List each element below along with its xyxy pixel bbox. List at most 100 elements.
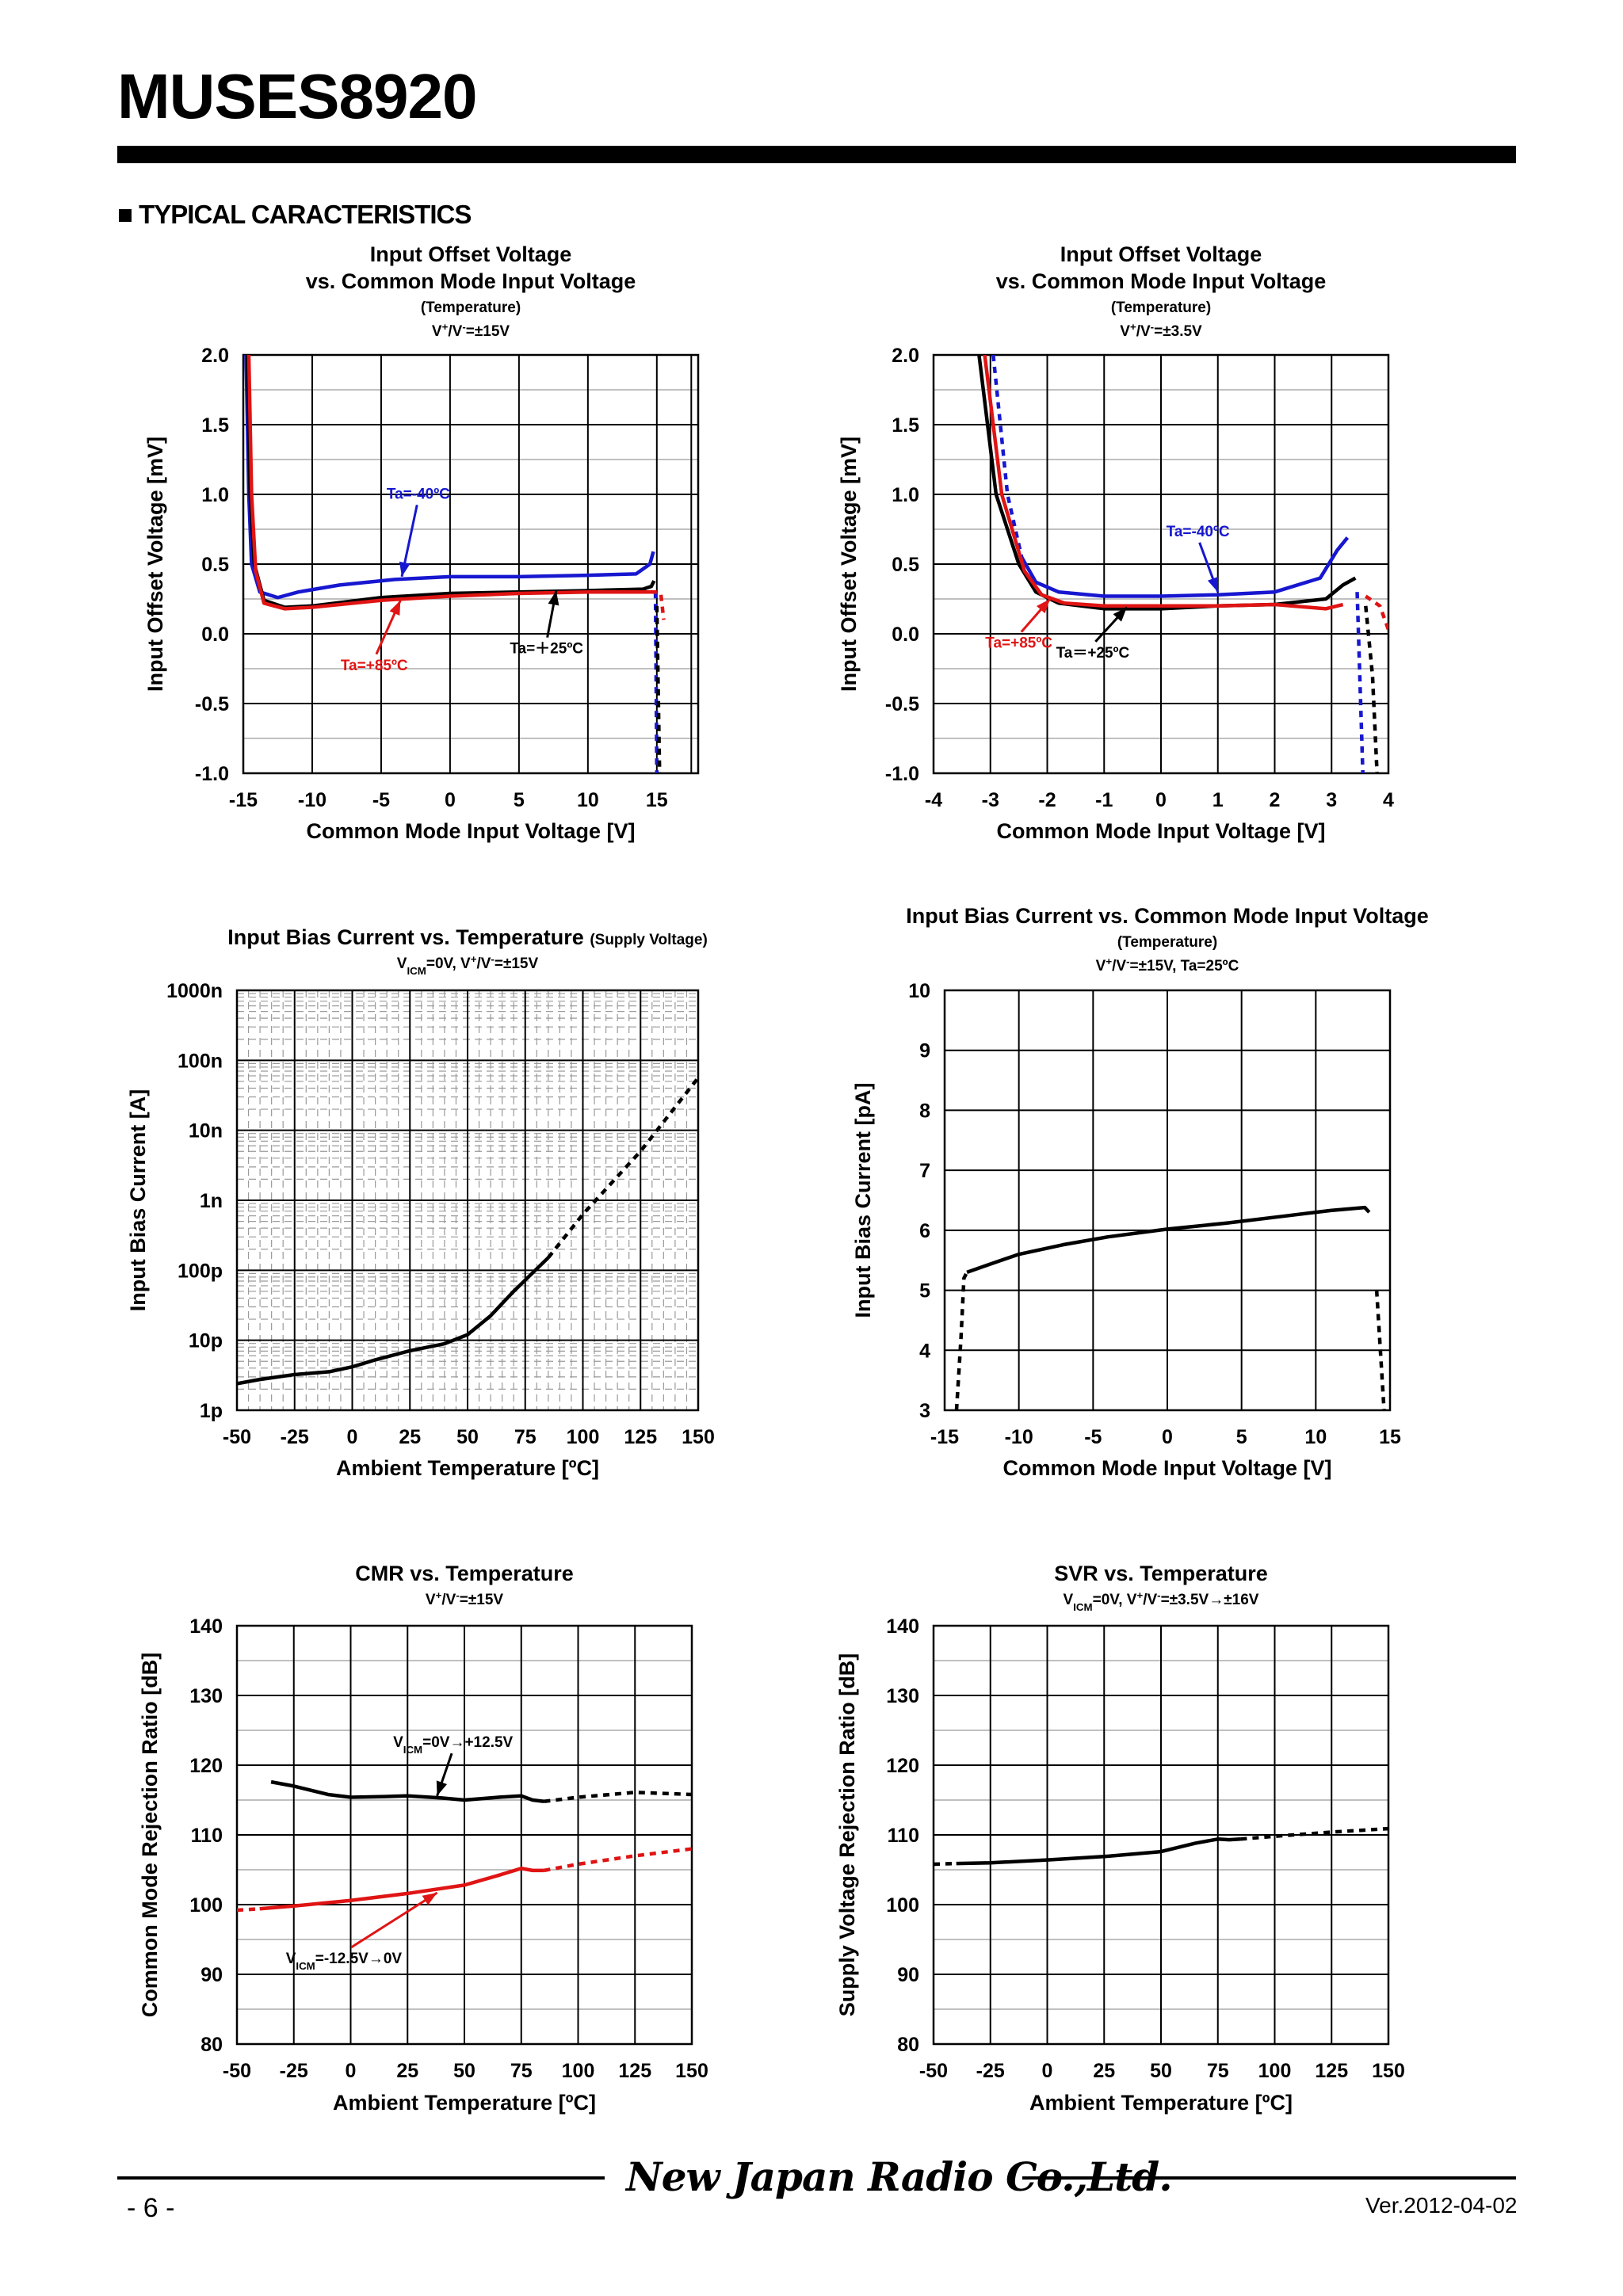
x-tick-label: 1 bbox=[1212, 789, 1224, 811]
series-line bbox=[244, 355, 655, 600]
y-tick-label: 1.5 bbox=[201, 414, 229, 437]
y-tick-label: -1.0 bbox=[885, 763, 919, 785]
series-line bbox=[1355, 592, 1365, 773]
series-group bbox=[954, 1205, 1386, 1410]
plot-frame bbox=[932, 1624, 1390, 2046]
x-tick-label: 5 bbox=[1236, 1426, 1247, 1448]
minor-grid bbox=[243, 389, 698, 739]
y-axis-label: Input Offset Voltage [mV] bbox=[837, 437, 861, 692]
y-tick-label: 100p bbox=[178, 1260, 223, 1282]
y-tick-label: 80 bbox=[897, 2034, 919, 2056]
major-grid bbox=[236, 1625, 693, 2045]
x-tick-label: -25 bbox=[976, 2060, 1005, 2082]
y-tick-label: 10 bbox=[908, 980, 930, 1002]
y-tick-label: 100n bbox=[178, 1050, 223, 1072]
x-tick-label: 125 bbox=[624, 1426, 657, 1448]
x-axis-label: Common Mode Input Voltage [V] bbox=[307, 819, 636, 843]
series-line bbox=[1365, 594, 1388, 631]
y-tick-label: 90 bbox=[200, 1964, 223, 1986]
y-tick-label: 6 bbox=[919, 1220, 930, 1242]
x-tick-label: -4 bbox=[925, 789, 942, 811]
annotation-label: Ta＝+25ºC bbox=[1056, 645, 1130, 662]
y-tick-label: 10p bbox=[189, 1330, 223, 1352]
x-tick-label: 50 bbox=[453, 2060, 475, 2082]
y-tick-label: 9 bbox=[919, 1040, 930, 1062]
x-axis-label: Ambient Temperature [ºC] bbox=[333, 2091, 596, 2115]
annotation-label: Ta=+85ºC bbox=[985, 635, 1052, 652]
annotation-arrowhead bbox=[389, 600, 401, 616]
chart-subtitle-temperature: (Temperature) bbox=[421, 299, 521, 316]
page-number: - 6 - bbox=[127, 2193, 175, 2223]
x-tick-label: 0 bbox=[347, 1426, 358, 1448]
y-tick-label: 0.5 bbox=[892, 554, 919, 576]
y-tick-label: 110 bbox=[191, 1825, 223, 1847]
document-title: MUSES8920 bbox=[117, 61, 477, 132]
chart-ib_vcm: -15 -10 -5 0 5 10 15 3 4 5 6 7 8 9 10 Common Mode Input… bbox=[851, 904, 1429, 1480]
annotation-arrowhead bbox=[1036, 599, 1051, 614]
x-tick-label: 10 bbox=[577, 789, 599, 811]
y-tick-label: 1.0 bbox=[892, 484, 919, 506]
x-tick-label: -50 bbox=[223, 1426, 251, 1448]
series-line bbox=[956, 1837, 1241, 1866]
chart-conditions: V+/V-=±3.5V bbox=[1120, 321, 1202, 341]
x-tick-label: 25 bbox=[396, 2060, 418, 2082]
x-tick-label: 75 bbox=[514, 1426, 537, 1448]
chart-ib_temp: -50 -25 0 25 50 75 100 125 150 1p 10p 100p 1n 10n 100n… bbox=[126, 925, 715, 1480]
x-tick-label: -15 bbox=[930, 1426, 959, 1448]
plot-frame bbox=[932, 353, 1390, 775]
y-tick-label: 130 bbox=[886, 1685, 919, 1707]
annotation-arrowhead bbox=[436, 1780, 448, 1796]
plot-frame bbox=[235, 1624, 693, 2046]
series-line bbox=[1374, 1290, 1386, 1410]
x-tick-label: 10 bbox=[1304, 1426, 1327, 1448]
y-tick-label: 120 bbox=[189, 1755, 223, 1777]
x-tick-label: -5 bbox=[372, 789, 390, 811]
x-tick-label: 5 bbox=[514, 789, 525, 811]
x-tick-label: -3 bbox=[982, 789, 999, 811]
x-axis-label: Common Mode Input Voltage [V] bbox=[997, 819, 1326, 843]
y-tick-label: -0.5 bbox=[195, 693, 229, 715]
x-tick-label: 0 bbox=[445, 789, 456, 811]
plot-frame bbox=[242, 353, 700, 775]
series-line bbox=[954, 1271, 969, 1410]
x-tick-label: -15 bbox=[229, 789, 258, 811]
version-label: Ver.2012-04-02 bbox=[1365, 2193, 1518, 2218]
x-tick-label: -1 bbox=[1095, 789, 1113, 811]
x-tick-label: 75 bbox=[510, 2060, 533, 2082]
chart-subtitle-temperature: (Temperature) bbox=[1111, 299, 1211, 316]
series-line bbox=[659, 594, 666, 620]
x-tick-label: 4 bbox=[1383, 789, 1394, 811]
series-line bbox=[259, 1866, 544, 1911]
chart-title: Input Bias Current vs. Temperature (Supp… bbox=[227, 925, 708, 949]
series-line bbox=[991, 355, 1024, 558]
chart-title: Input Bias Current vs. Common Mode Input… bbox=[906, 904, 1429, 928]
x-tick-label: 0 bbox=[1162, 1426, 1173, 1448]
chart-title: CMR vs. Temperature bbox=[355, 1562, 574, 1585]
annotation-arrow bbox=[350, 1891, 438, 1949]
y-tick-label: 0.5 bbox=[201, 554, 229, 576]
x-tick-label: 100 bbox=[1258, 2060, 1292, 2082]
y-tick-label: 8 bbox=[919, 1100, 930, 1122]
annotation-label: Ta=＋25ºC bbox=[510, 641, 583, 658]
x-tick-label: -25 bbox=[280, 2060, 308, 2082]
y-tick-label: 1000n bbox=[166, 980, 223, 1002]
major-grid bbox=[933, 354, 1389, 774]
plot-frame bbox=[943, 989, 1392, 1412]
x-axis-label: Ambient Temperature [ºC] bbox=[1029, 2091, 1293, 2115]
x-tick-label: 50 bbox=[1150, 2060, 1172, 2082]
y-tick-label: 4 bbox=[919, 1340, 930, 1362]
y-tick-label: 1.0 bbox=[201, 484, 229, 506]
x-tick-label: 15 bbox=[646, 789, 668, 811]
chart-title: Input Offset Voltage bbox=[1060, 242, 1262, 266]
y-tick-label: 3 bbox=[919, 1400, 930, 1422]
x-axis-label: Common Mode Input Voltage [V] bbox=[1003, 1456, 1332, 1480]
x-tick-label: 15 bbox=[1379, 1426, 1401, 1448]
chart-vos35: -4 -3 -2 -1 0 1 2 3 4 -1.0 -0.5 0.0 0.5 1.0 1.5 2.0 Comm… bbox=[837, 242, 1394, 843]
series-line bbox=[1020, 536, 1350, 598]
y-axis-label: Common Mode Rejection Ratio [dB] bbox=[138, 1653, 162, 2018]
x-tick-label: -5 bbox=[1084, 1426, 1102, 1448]
y-tick-label: -0.5 bbox=[885, 693, 919, 715]
y-tick-label: 2.0 bbox=[201, 345, 229, 367]
y-tick-label: 7 bbox=[919, 1160, 930, 1182]
